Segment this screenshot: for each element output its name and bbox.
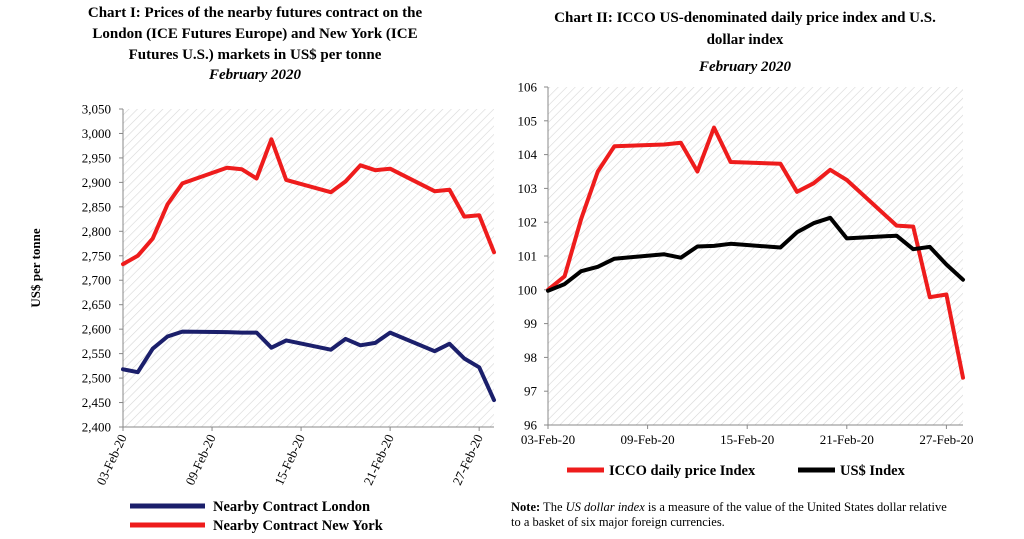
chart-2-note: Note: The US dollar index is a measure o… [511,500,951,530]
y-tick-label: 101 [518,249,538,264]
legend-label-1: Nearby Contract London [213,499,370,515]
y-tick-label: 104 [518,147,538,162]
x-tick-label: 15-Feb-20 [271,432,307,487]
y-tick-label: 2,750 [82,248,111,263]
y-tick-label: 2,550 [82,346,111,361]
x-tick-label: 09-Feb-20 [621,432,675,447]
note-emphasis: US dollar index [565,500,645,514]
x-tick-label: 03-Feb-20 [521,432,575,447]
chart-title-line: London (ICE Futures Europe) and New York… [92,26,417,42]
y-tick-label: 2,600 [82,322,111,337]
y-tick-label: 2,900 [82,175,111,190]
x-tick-label: 21-Feb-20 [360,432,396,487]
y-tick-label: 106 [518,80,538,95]
y-tick-label: 2,850 [82,199,111,214]
series-line-2 [121,137,496,267]
y-tick-label: 2,650 [82,297,111,312]
chart-subtitle: February 2020 [208,67,302,83]
y-tick-label: 2,950 [82,150,111,165]
legend-label-2: Nearby Contract New York [213,518,384,534]
chart-2: Chart II: ICCO US-denominated daily pric… [518,10,974,479]
plot-area [123,109,494,427]
x-tick-label: 03-Feb-20 [93,432,129,487]
x-tick-label: 27-Feb-20 [919,432,973,447]
y-tick-label: 2,700 [82,273,111,288]
y-tick-label: 97 [524,384,538,399]
y-tick-label: 2,800 [82,224,111,239]
chart-title-line: Futures U.S.) markets in US$ per tonne [129,47,382,63]
series-line-2 [546,215,965,293]
y-tick-label: 99 [524,316,537,331]
x-tick-label: 27-Feb-20 [449,432,485,487]
x-tick-label: 15-Feb-20 [720,432,774,447]
y-tick-label: 105 [518,113,538,128]
y-tick-label: 2,500 [82,371,111,386]
series-line-1 [546,125,965,380]
series-line-1 [121,329,496,403]
x-tick-label: 09-Feb-20 [182,432,218,487]
legend-label-2: US$ Index [840,463,906,479]
y-tick-label: 102 [518,215,538,230]
chart-title-line: Chart II: ICCO US-denominated daily pric… [554,10,936,26]
chart-1: Chart I: Prices of the nearby futures co… [28,5,496,534]
x-tick-label: 21-Feb-20 [820,432,874,447]
y-tick-label: 98 [524,350,537,365]
note-text-after: is a measure of the value of the United … [511,500,947,529]
y-tick-label: 3,050 [82,102,111,117]
plot-area [548,87,963,425]
y-tick-label: 100 [518,282,538,297]
note-label: Note: [511,500,541,514]
note-text-before: The [540,500,566,514]
y-tick-label: 3,000 [82,126,111,141]
y-tick-label: 2,400 [82,420,111,435]
chart-title-line: dollar index [707,32,784,48]
y-tick-label: 2,450 [82,395,111,410]
y-axis-label: US$ per tonne [28,228,43,307]
chart-subtitle: February 2020 [698,59,792,75]
legend-label-1: ICCO daily price Index [609,463,756,479]
y-tick-label: 96 [524,418,538,433]
chart-title-line: Chart I: Prices of the nearby futures co… [88,5,423,21]
y-tick-label: 103 [518,181,538,196]
